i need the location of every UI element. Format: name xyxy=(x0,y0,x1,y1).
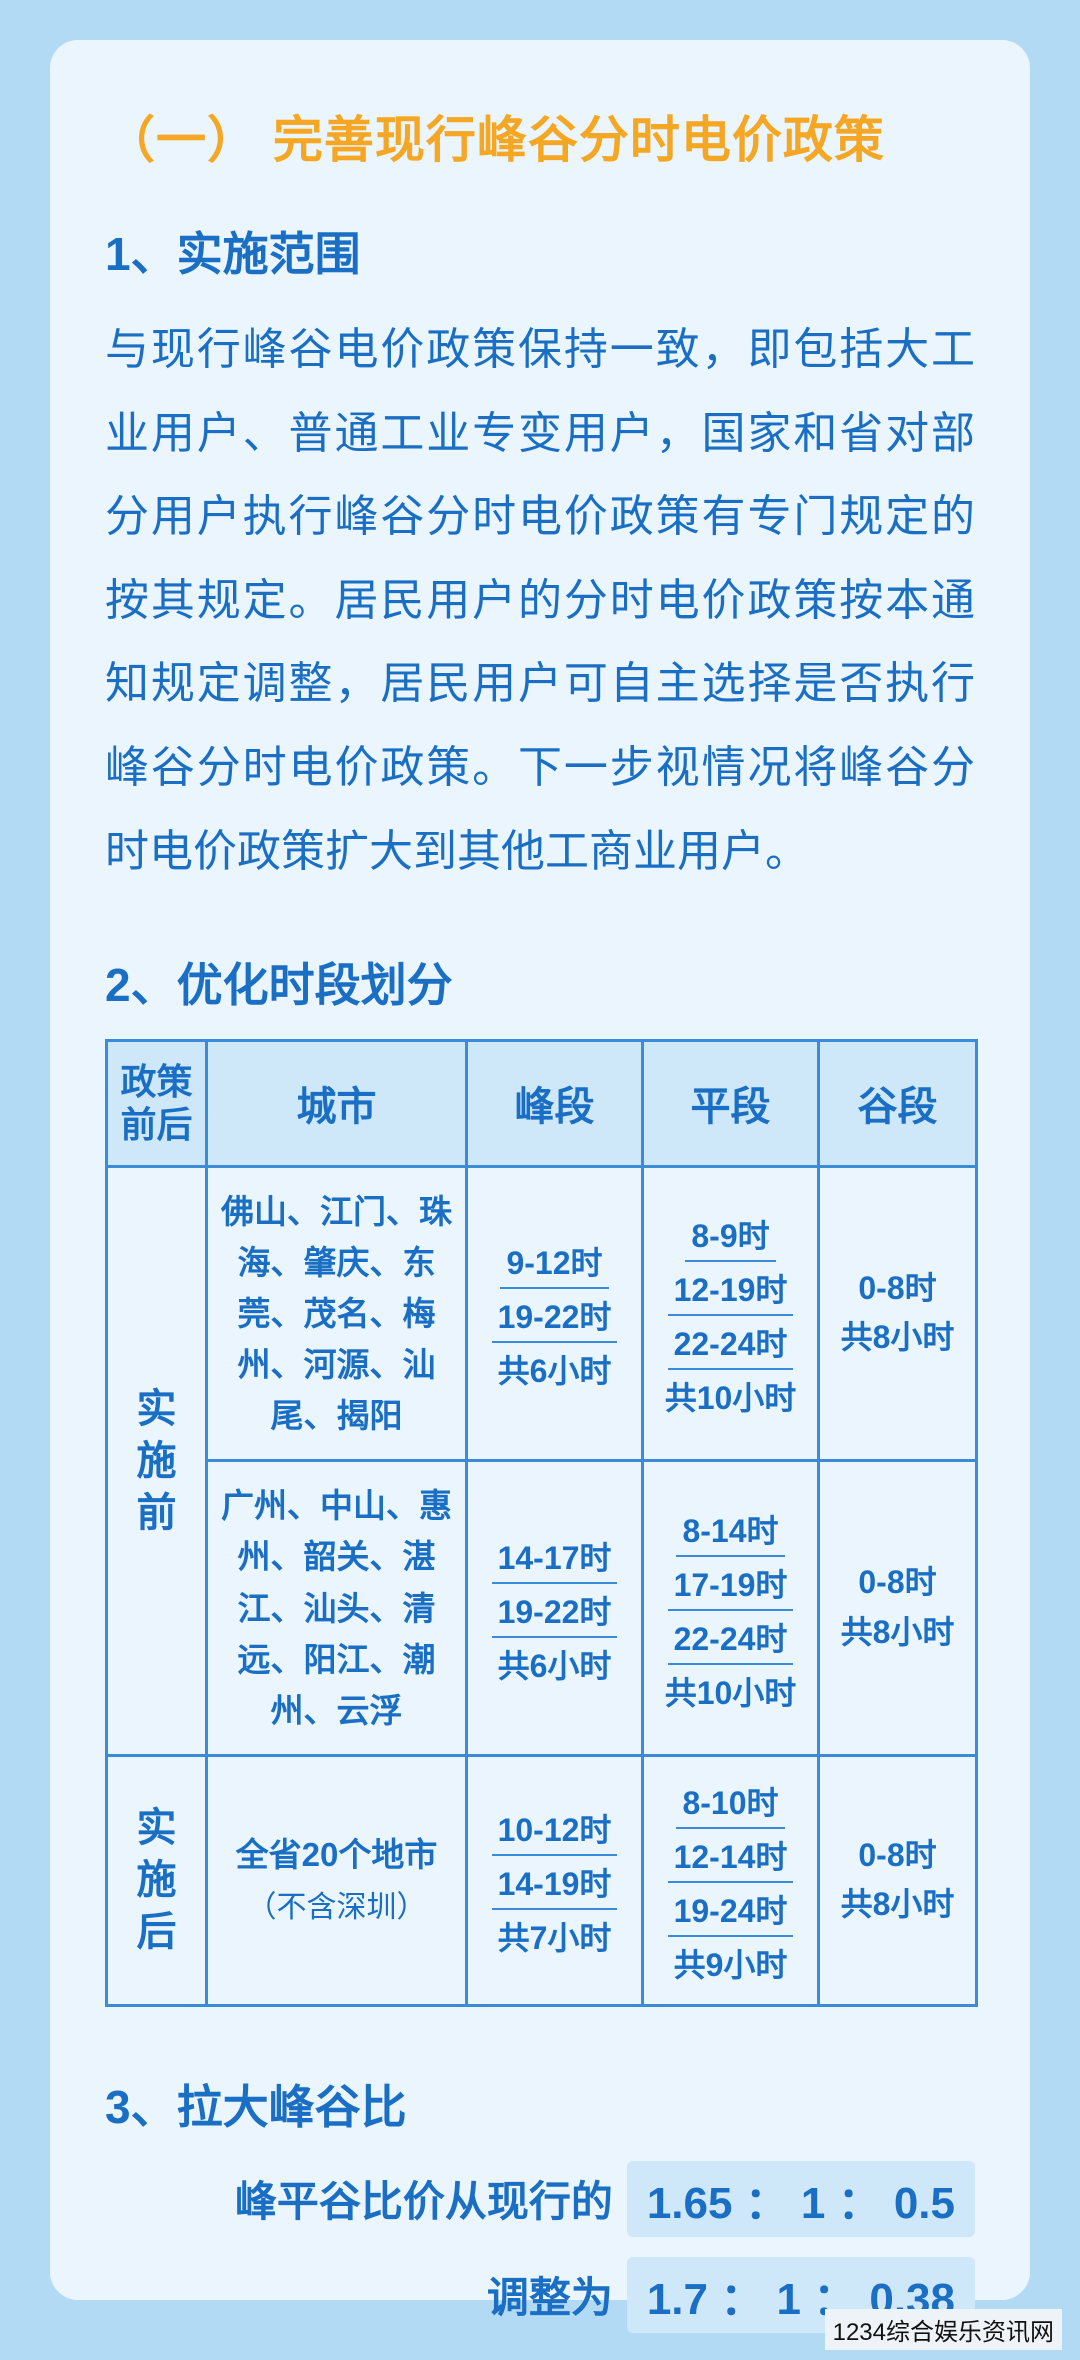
th-peak: 峰段 xyxy=(467,1041,643,1166)
ratio-chip-current: 1.65 ： 1 ： 0.5 xyxy=(627,2161,975,2237)
section3-title: 3、拉大峰谷比 xyxy=(105,2071,975,2137)
cell-flat: 8-9时12-19时22-24时共10小时 xyxy=(643,1166,819,1461)
time-period-table: 政策前后 城市 峰段 平段 谷段 实施前 佛山、江门、珠海、肇庆、东莞、茂名、梅… xyxy=(105,1039,978,2007)
th-flat: 平段 xyxy=(643,1041,819,1166)
cell-cities: 全省20个地市 （不含深圳） xyxy=(207,1755,467,2005)
cell-peak: 10-12时14-19时共7小时 xyxy=(467,1755,643,2005)
table-row: 广州、中山、惠州、韶关、湛江、汕头、清远、阳江、潮州、云浮 14-17时19-2… xyxy=(107,1461,977,1756)
stage-before: 实施前 xyxy=(107,1166,207,1755)
th-stage: 政策前后 xyxy=(107,1041,207,1166)
table-row: 实施后 全省20个地市 （不含深圳） 10-12时14-19时共7小时 8-10… xyxy=(107,1755,977,2005)
cell-cities: 佛山、江门、珠海、肇庆、东莞、茂名、梅州、河源、汕尾、揭阳 xyxy=(207,1166,467,1461)
ratio-row-current: 峰平谷比价从现行的 1.65 ： 1 ： 0.5 xyxy=(105,2161,975,2237)
content-card: （一） 完善现行峰谷分时电价政策 1、实施范围 与现行峰谷电价政策保持一致，即包… xyxy=(50,40,1030,2300)
cell-low: 0-8时共8小时 xyxy=(819,1166,977,1461)
section1-body: 与现行峰谷电价政策保持一致，即包括大工业用户、普通工业专变用户，国家和省对部分用… xyxy=(105,308,975,893)
cell-peak: 9-12时19-22时共6小时 xyxy=(467,1166,643,1461)
section1-title: 1、实施范围 xyxy=(105,218,975,284)
th-low: 谷段 xyxy=(819,1041,977,1166)
footer-watermark: 1234综合娱乐资讯网 xyxy=(825,2309,1062,2350)
ratio-label-new: 调整为 xyxy=(487,2264,613,2325)
section2-title: 2、优化时段划分 xyxy=(105,949,975,1015)
ratio-label-current: 峰平谷比价从现行的 xyxy=(235,2168,613,2229)
th-city: 城市 xyxy=(207,1041,467,1166)
table-header-row: 政策前后 城市 峰段 平段 谷段 xyxy=(107,1041,977,1166)
cell-peak: 14-17时19-22时共6小时 xyxy=(467,1461,643,1756)
cell-low: 0-8时共8小时 xyxy=(819,1755,977,2005)
cell-flat: 8-10时12-14时19-24时共9小时 xyxy=(643,1755,819,2005)
cell-low: 0-8时共8小时 xyxy=(819,1461,977,1756)
main-title: （一） 完善现行峰谷分时电价政策 xyxy=(105,100,975,172)
cell-cities: 广州、中山、惠州、韶关、湛江、汕头、清远、阳江、潮州、云浮 xyxy=(207,1461,467,1756)
stage-after: 实施后 xyxy=(107,1755,207,2005)
table-row: 实施前 佛山、江门、珠海、肇庆、东莞、茂名、梅州、河源、汕尾、揭阳 9-12时1… xyxy=(107,1166,977,1461)
cell-flat: 8-14时17-19时22-24时共10小时 xyxy=(643,1461,819,1756)
table-body: 实施前 佛山、江门、珠海、肇庆、东莞、茂名、梅州、河源、汕尾、揭阳 9-12时1… xyxy=(107,1166,977,2005)
